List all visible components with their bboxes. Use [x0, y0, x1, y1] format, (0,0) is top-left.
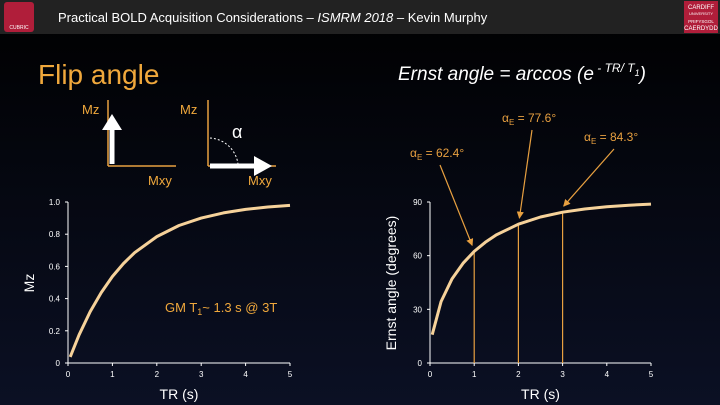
marker-symbol: α [502, 111, 509, 125]
y-axis-label: Mz [21, 274, 37, 293]
y-tick-label: 60 [413, 252, 422, 261]
y-tick-label: 90 [413, 198, 422, 207]
angle-label: α [232, 122, 242, 142]
marker-arrow [516, 129, 533, 219]
header-part: – Kevin Murphy [393, 10, 487, 25]
marker-text: = 84.3° [596, 130, 638, 144]
formula-part: ) [638, 64, 646, 85]
formula-sub: 1 [635, 68, 640, 78]
marker-label: αE = 84.3° [584, 130, 638, 146]
marker-symbol: α [584, 130, 591, 144]
diagram-label: Mxy [148, 173, 172, 188]
x-axis-label: TR (s) [521, 386, 560, 402]
marker-label: αE = 77.6° [502, 111, 556, 127]
formula-sup: - TR/ T [594, 61, 636, 75]
y-tick-label: 0.4 [49, 295, 61, 304]
y-tick-label: 0.6 [49, 262, 61, 271]
diagram-label: Mz [82, 102, 99, 117]
cardiff-logo [684, 1, 718, 33]
x-tick-label: 0 [66, 370, 71, 379]
cubric-text: CUBRIC [9, 25, 29, 31]
y-tick-label: 30 [413, 305, 422, 314]
cardiff-text: CAERDYDD [684, 26, 718, 32]
header-part: Practical BOLD Acquisition Consideration… [58, 10, 317, 25]
angle-arc [209, 137, 239, 165]
y-tick-label: 0.8 [49, 230, 61, 239]
x-tick-label: 1 [472, 370, 477, 379]
arrow-head [102, 114, 122, 130]
formula-part: Ernst angle = arccos (e [398, 64, 594, 85]
x-tick-label: 3 [199, 370, 204, 379]
cubric-logo [4, 2, 34, 32]
x-tick-label: 5 [649, 370, 654, 379]
x-axis-label: TR (s) [160, 386, 199, 402]
x-tick-label: 1 [110, 370, 115, 379]
x-tick-label: 3 [560, 370, 565, 379]
x-tick-label: 0 [428, 370, 433, 379]
marker-subscript: E [509, 118, 514, 127]
header-band [0, 0, 720, 34]
cardiff-text: UNIVERSITY [689, 11, 713, 16]
x-tick-label: 4 [605, 370, 610, 379]
annotation-sub: 1 [197, 307, 202, 317]
marker-symbol: α [410, 146, 417, 160]
y-tick-label: 1.0 [49, 198, 61, 207]
cardiff-text: CARDIFF [688, 5, 714, 11]
curve [68, 203, 291, 358]
formula: Ernst angle = arccos (e - TR/ T1) [398, 61, 646, 85]
y-tick-label: 0 [418, 359, 423, 368]
marker-text: = 62.4° [422, 146, 464, 160]
annotation: GM T1~ 1.3 s @ 3T [165, 300, 277, 317]
marker-arrow [563, 148, 615, 207]
y-tick-label: 0 [56, 359, 61, 368]
marker-arrow [439, 164, 474, 247]
marker-subscript: E [417, 153, 422, 162]
annotation-part: GM T [165, 300, 197, 315]
arrow-head [254, 156, 272, 176]
header-part: ISMRM 2018 [317, 10, 394, 25]
diagram-label: Mz [180, 102, 197, 117]
slide-title: Flip angle [38, 59, 159, 90]
x-tick-label: 2 [516, 370, 521, 379]
curve [430, 202, 652, 336]
cardiff-text: PRIFYSGOL [688, 19, 714, 24]
annotation-part: ~ 1.3 s @ 3T [202, 300, 277, 315]
marker-subscript: E [591, 137, 596, 146]
marker-label: αE = 62.4° [410, 146, 464, 162]
diagram-label: Mxy [248, 173, 272, 188]
x-tick-label: 2 [155, 370, 160, 379]
x-tick-label: 5 [288, 370, 293, 379]
x-tick-label: 4 [243, 370, 248, 379]
y-axis-label: Ernst angle (degrees) [383, 216, 399, 351]
y-tick-label: 0.2 [49, 327, 61, 336]
header-text: Practical BOLD Acquisition Consideration… [58, 10, 488, 25]
marker-text: = 77.6° [514, 111, 556, 125]
